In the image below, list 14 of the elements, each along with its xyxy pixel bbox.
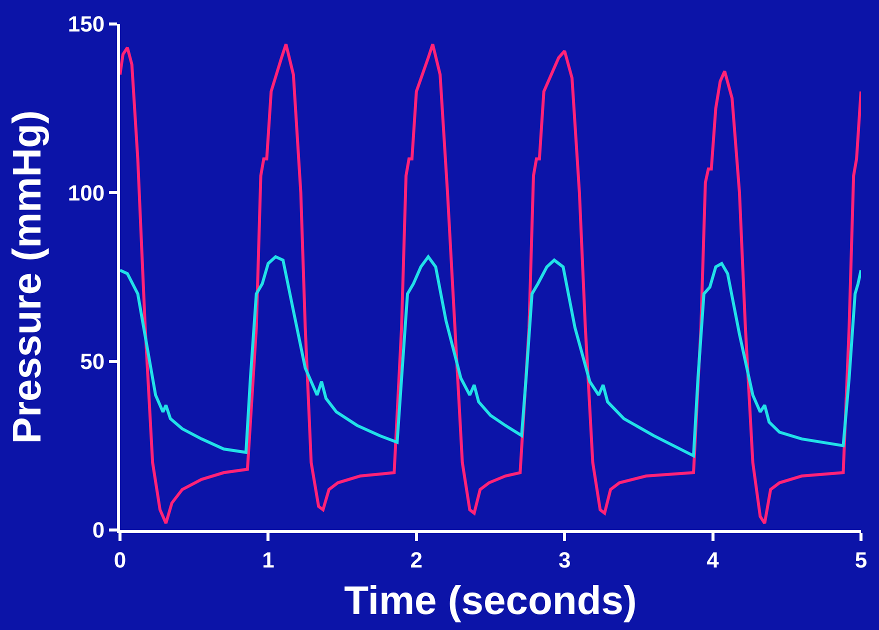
x-tick-label: 4 (706, 547, 720, 572)
y-tick-label: 0 (92, 518, 105, 543)
x-tick-label: 2 (410, 547, 423, 572)
y-tick-label: 100 (68, 180, 105, 206)
x-tick-label: 5 (854, 547, 868, 572)
x-axis-title: Time (seconds) (344, 578, 637, 623)
x-tick-label: 3 (558, 547, 571, 572)
x-tick-label: 0 (114, 547, 126, 572)
y-axis-title: Pressure (mmHg) (5, 110, 50, 444)
y-tick-label: 50 (80, 349, 105, 374)
line-series (120, 42, 861, 525)
y-tick-label: 150 (68, 12, 105, 37)
line-series (120, 255, 861, 458)
x-tick-label: 1 (262, 547, 274, 572)
